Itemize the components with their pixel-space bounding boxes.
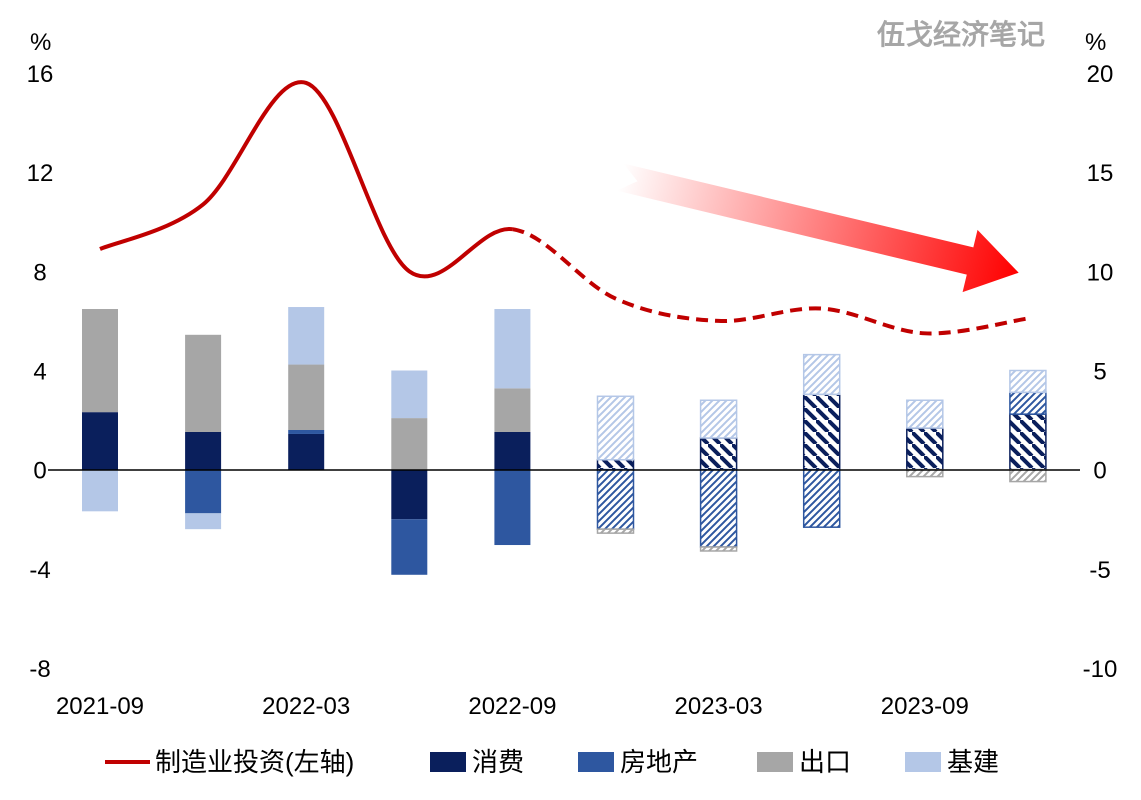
bar-房地产 [494,469,531,546]
legend: 制造业投资(左轴) 消费 房地产 出口 基建 [105,747,999,777]
bar-房地产 [288,430,325,434]
left-tick-label: 4 [33,359,46,386]
bar-房地产 [391,519,428,575]
legend-swatch [905,752,941,772]
bar-消费 [391,469,428,520]
x-tick-label: 2022-09 [468,693,556,720]
bar-房地产 [802,468,841,528]
legend-label: 制造业投资(左轴) [155,747,354,777]
bar-基建 [391,370,428,419]
bar-房地产 [185,469,222,514]
left-tick-label: -4 [29,557,50,584]
bar-基建 [802,353,841,396]
bar-房地产 [1009,391,1047,415]
bar-消费 [1009,413,1047,471]
bar-消费 [82,412,118,470]
left-tick-label: 16 [27,61,54,88]
right-tick-label: 10 [1087,259,1114,286]
legend-label: 出口 [799,747,851,777]
x-tick-label: 2021-09 [56,693,144,720]
legend-swatch [578,752,614,772]
bar-基建 [82,469,118,512]
x-tick-label: 2022-03 [262,693,350,720]
watermark: 伍戈经济笔记 [877,18,1045,50]
bar-出口 [494,388,531,432]
bar-基建 [699,399,738,439]
left-axis: 16 12 8 4 0 -4 -8 [27,61,54,683]
bar-出口 [391,418,428,470]
bar-出口 [185,334,222,432]
left-tick-label: -8 [29,656,50,683]
right-tick-label: -5 [1089,557,1110,584]
legend-swatch [757,752,793,772]
bar-房地产 [699,468,738,548]
left-tick-label: 8 [33,259,46,286]
x-tick-label: 2023-09 [881,693,969,720]
bar-消费 [906,427,944,471]
line-actual [99,80,513,279]
x-axis: 2021-09 2022-03 2022-09 2023-03 2023-09 [56,693,969,720]
bar-出口 [1009,468,1047,483]
legend-label: 基建 [947,747,999,777]
bar-消费 [802,393,841,471]
bars [82,307,1047,575]
right-tick-label: 5 [1093,359,1106,386]
right-axis-unit: % [1085,29,1106,56]
bar-消费 [596,459,635,471]
right-tick-label: -10 [1083,656,1118,683]
bar-消费 [699,437,738,471]
bar-消费 [185,431,222,470]
bar-基建 [185,513,222,530]
right-tick-label: 0 [1093,458,1106,485]
bar-出口 [82,309,118,413]
bar-基建 [1009,369,1047,394]
line-series [99,80,1029,336]
right-axis: 20 15 10 5 0 -5 -10 [1083,61,1118,683]
left-axis-unit: % [30,29,51,56]
line-forecast [512,227,1029,336]
legend-label: 消费 [472,747,524,777]
downward-trend-arrow [616,163,1019,293]
bar-出口 [596,528,635,534]
bar-基建 [288,307,325,365]
bar-消费 [288,433,325,470]
x-tick-label: 2023-03 [675,693,763,720]
bar-基建 [596,395,635,461]
right-tick-label: 15 [1087,160,1114,187]
bar-出口 [288,364,325,430]
legend-swatch [430,752,466,772]
bar-基建 [494,309,531,389]
bar-房地产 [596,468,635,530]
legend-label: 房地产 [620,747,698,777]
left-tick-label: 12 [27,160,54,187]
bar-消费 [494,431,531,470]
bar-出口 [699,546,738,552]
right-tick-label: 20 [1087,61,1114,88]
left-tick-label: 0 [33,458,46,485]
bar-基建 [906,399,944,429]
